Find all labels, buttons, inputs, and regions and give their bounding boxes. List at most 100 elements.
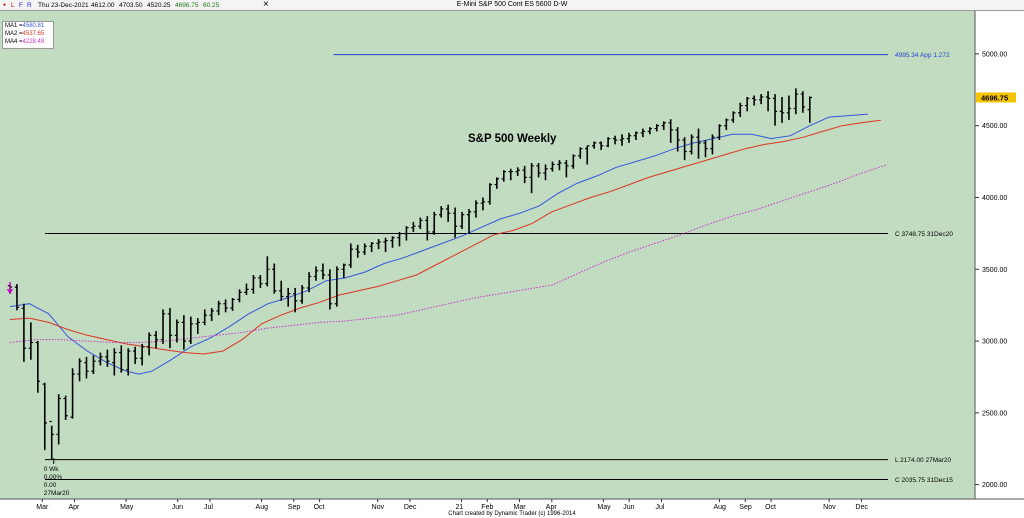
legend-ma4: MA4 =4228.49 <box>5 39 45 45</box>
ohlc-bar <box>585 145 590 165</box>
ohlc-bar <box>800 91 806 113</box>
y-tick-label: 3000.00 <box>982 339 1007 346</box>
ohlc-bar <box>390 236 395 248</box>
x-tick-label: Jun <box>172 504 183 511</box>
ohlc-bar <box>181 315 187 350</box>
low-annotation-line: 0 Wk <box>44 466 60 473</box>
ohlc-bar <box>119 345 124 373</box>
ohlc-bar <box>49 420 54 460</box>
ohlc-bar <box>272 263 277 294</box>
x-tick-label: Dec <box>855 504 868 511</box>
ohlc-bar <box>710 134 715 155</box>
ohlc-bar <box>473 200 479 218</box>
ohlc-bar <box>536 163 541 178</box>
price-bars <box>7 88 812 460</box>
ohlc-bar <box>209 308 214 321</box>
ohlc-bar <box>487 183 493 205</box>
x-tick-label: Oct <box>314 504 325 511</box>
ohlc-bar <box>132 346 138 365</box>
level-label-0: 4995.34 App 1.272 <box>895 52 950 59</box>
price-axis: 2000.00 2500.00 3000.00 3500.00 4000.00 4500.… <box>975 51 1016 489</box>
level-label-1: C 3748.75 31Dec20 <box>895 231 953 238</box>
y-tick-label: 4500.00 <box>982 123 1007 130</box>
ohlc-bar <box>731 111 736 123</box>
x-tick-label: Feb <box>481 504 493 511</box>
bar-high: 4703.50 <box>119 2 143 9</box>
letter-l-icon[interactable]: L <box>11 2 15 9</box>
ohlc-bar <box>299 285 305 304</box>
letter-r-icon[interactable]: R <box>27 2 32 9</box>
ohlc-bar <box>515 167 520 176</box>
x-tick-label: Jul <box>204 504 213 511</box>
ohlc-bar <box>362 243 367 255</box>
bar-date: Thu 23-Dec-2021 <box>38 2 89 9</box>
ohlc-bar <box>452 207 458 238</box>
ohlc-bar <box>397 231 402 247</box>
ohlc-bar <box>571 154 576 169</box>
ohlc-bar <box>418 217 423 230</box>
ohlc-bar <box>56 394 61 445</box>
ohlc-bar <box>105 349 110 367</box>
ohlc-bar <box>21 303 27 362</box>
ohlc-bar <box>279 280 284 301</box>
ohlc-bar <box>160 309 166 344</box>
ohlc-bar <box>793 88 799 115</box>
ohlc-bar <box>557 160 562 171</box>
ohlc-bar <box>285 287 291 307</box>
ohlc-bar <box>383 237 388 253</box>
ohlc-bar <box>438 206 444 218</box>
close-icon[interactable]: × <box>263 0 269 10</box>
ohlc-bar <box>369 241 374 253</box>
moving-averages <box>9 113 888 375</box>
chart-title: S&P 500 Weekly <box>468 133 557 145</box>
legend-ma1-value: 4580.81 <box>22 23 45 29</box>
ohlc-bar <box>265 256 270 287</box>
ohlc-bar <box>348 243 353 268</box>
ohlc-bar <box>84 356 89 379</box>
ohlc-bar <box>112 348 117 376</box>
legend-ma2: MA2 =4537.65 <box>5 31 45 37</box>
letter-f-icon[interactable]: F <box>19 2 23 9</box>
bar-open: 4612.00 <box>91 2 115 9</box>
ohlc-bar <box>404 226 409 241</box>
ohlc-bar <box>640 128 646 138</box>
low-annotation-line: 0.00 <box>44 482 57 489</box>
ohlc-bar <box>411 221 416 232</box>
x-tick-label: Sep <box>288 504 301 511</box>
ohlc-bar <box>605 137 611 148</box>
y-tick-label: 2000.00 <box>982 482 1007 489</box>
ohlc-bar <box>717 124 722 141</box>
legend-ma2-value: 4537.65 <box>22 31 45 37</box>
ohlc-bar <box>772 94 778 126</box>
ohlc-bar <box>786 95 792 120</box>
ohlc-bar <box>320 263 326 280</box>
series-ma2 <box>9 119 881 355</box>
ohlc-bar <box>258 275 263 288</box>
legend-ma1: MA1 =4580.81 <box>5 23 45 29</box>
x-tick-label: Nov <box>823 504 836 511</box>
ohlc-bar <box>42 382 47 451</box>
ohlc-bar <box>779 96 785 123</box>
x-tick-label: May <box>120 504 134 511</box>
x-tick-label: Sep <box>739 504 752 511</box>
ohlc-bar <box>306 272 312 293</box>
red-dot-icon[interactable]: ● <box>3 2 7 8</box>
legend-ma4-value: 4228.49 <box>22 39 45 45</box>
ohlc-bar <box>139 343 145 366</box>
ohlc-bar <box>146 332 152 356</box>
bar-change: 60.25 <box>203 2 220 9</box>
ohlc-bar <box>126 348 131 376</box>
last-price-label: 4696.75 <box>981 93 1008 102</box>
low-annotation-line: 27Mar20 <box>44 490 70 497</box>
ohlc-bar <box>174 319 180 343</box>
ohlc-bar <box>216 300 221 316</box>
ohlc-bar <box>223 299 228 313</box>
ohlc-bar <box>70 368 75 419</box>
ohlc-bar <box>807 96 812 123</box>
ohlc-bar <box>612 135 618 145</box>
bar-close: 4696.75 <box>175 2 199 9</box>
ohlc-bar <box>341 263 347 278</box>
ohlc-bar <box>480 197 486 211</box>
ohlc-bar <box>425 216 430 241</box>
